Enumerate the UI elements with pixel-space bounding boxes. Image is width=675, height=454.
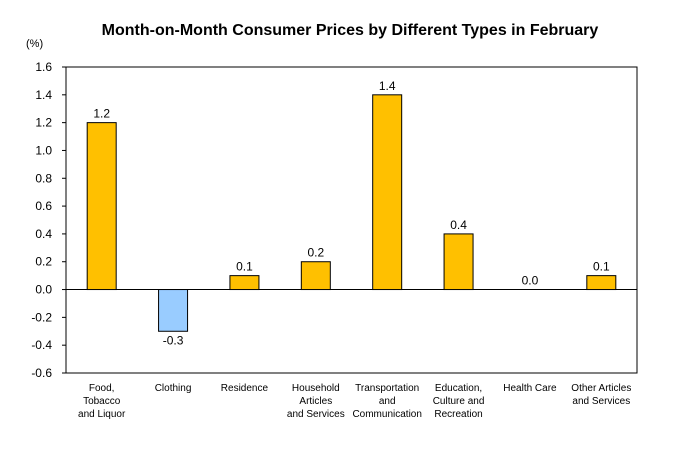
x-tick-label-line: Household xyxy=(292,383,340,394)
y-tick-label: 0.6 xyxy=(35,199,52,213)
y-tick-label: 0.2 xyxy=(35,255,52,269)
y-tick-label: -0.6 xyxy=(31,366,52,380)
y-tick-label: 1.0 xyxy=(35,143,52,157)
y-tick-label: 0.8 xyxy=(35,171,52,185)
x-tick-label: Education, Culture and Recreation xyxy=(433,383,485,420)
x-tick-label: Transportation and Communication xyxy=(352,383,421,420)
x-tick-label: Food, Tobacco and Liquor xyxy=(78,383,126,420)
x-tick-label: Household Articles and Services xyxy=(287,383,345,420)
data-label: 0.4 xyxy=(450,218,467,232)
chart-title: Month-on-Month Consumer Prices by Differ… xyxy=(101,22,599,39)
x-tick-label: Health Care xyxy=(503,383,557,394)
x-tick-label: Clothing xyxy=(155,383,192,394)
x-tick-label-line: Food, xyxy=(89,383,115,394)
bar xyxy=(443,233,474,291)
y-tick-label: -0.2 xyxy=(31,310,52,324)
x-tick-label-line: Health Care xyxy=(503,383,557,394)
y-tick-label: 1.4 xyxy=(35,88,52,102)
bar xyxy=(372,94,403,291)
x-tick-label-line: and Services xyxy=(287,409,345,420)
data-label: 0.1 xyxy=(236,260,253,274)
data-label: 0.1 xyxy=(593,260,610,274)
x-tick-label-line: Recreation xyxy=(434,409,482,420)
data-label: 1.4 xyxy=(379,79,396,93)
bar xyxy=(158,289,189,332)
bar xyxy=(86,122,117,291)
bar xyxy=(586,275,617,291)
x-tick-label: Other Articles and Services xyxy=(571,383,631,407)
data-label: 0.2 xyxy=(307,246,324,260)
x-tick-label-line: Education, xyxy=(435,383,482,394)
bar xyxy=(229,275,260,291)
y-axis-unit: (%) xyxy=(26,38,44,50)
x-tick-label-line: and xyxy=(379,396,396,407)
y-tick-label: 0.0 xyxy=(35,283,52,297)
data-label: -0.3 xyxy=(163,333,184,347)
plot-frame xyxy=(65,66,638,374)
x-tick-label-line: and Services xyxy=(572,396,630,407)
data-label: 0.0 xyxy=(522,274,539,288)
x-tick-label-line: Tobacco xyxy=(83,396,121,407)
x-tick-label-line: Culture and xyxy=(433,396,485,407)
x-tick-label-line: Communication xyxy=(352,409,421,420)
x-tick-label-line: Articles xyxy=(299,396,332,407)
bar xyxy=(300,261,331,291)
y-tick-label: 1.2 xyxy=(35,116,52,130)
x-tick-label-line: Clothing xyxy=(155,383,192,394)
y-tick-label: -0.4 xyxy=(31,338,52,352)
x-tick-label: Residence xyxy=(221,383,269,394)
x-tick-label-line: Transportation xyxy=(355,383,419,394)
y-tick-label: 0.4 xyxy=(35,227,52,241)
x-tick-label-line: Residence xyxy=(221,383,269,394)
x-tick-label-line: and Liquor xyxy=(78,409,126,420)
y-tick-label: 1.6 xyxy=(35,60,52,74)
x-tick-label-line: Other Articles xyxy=(571,383,631,394)
data-label: 1.2 xyxy=(93,107,110,121)
